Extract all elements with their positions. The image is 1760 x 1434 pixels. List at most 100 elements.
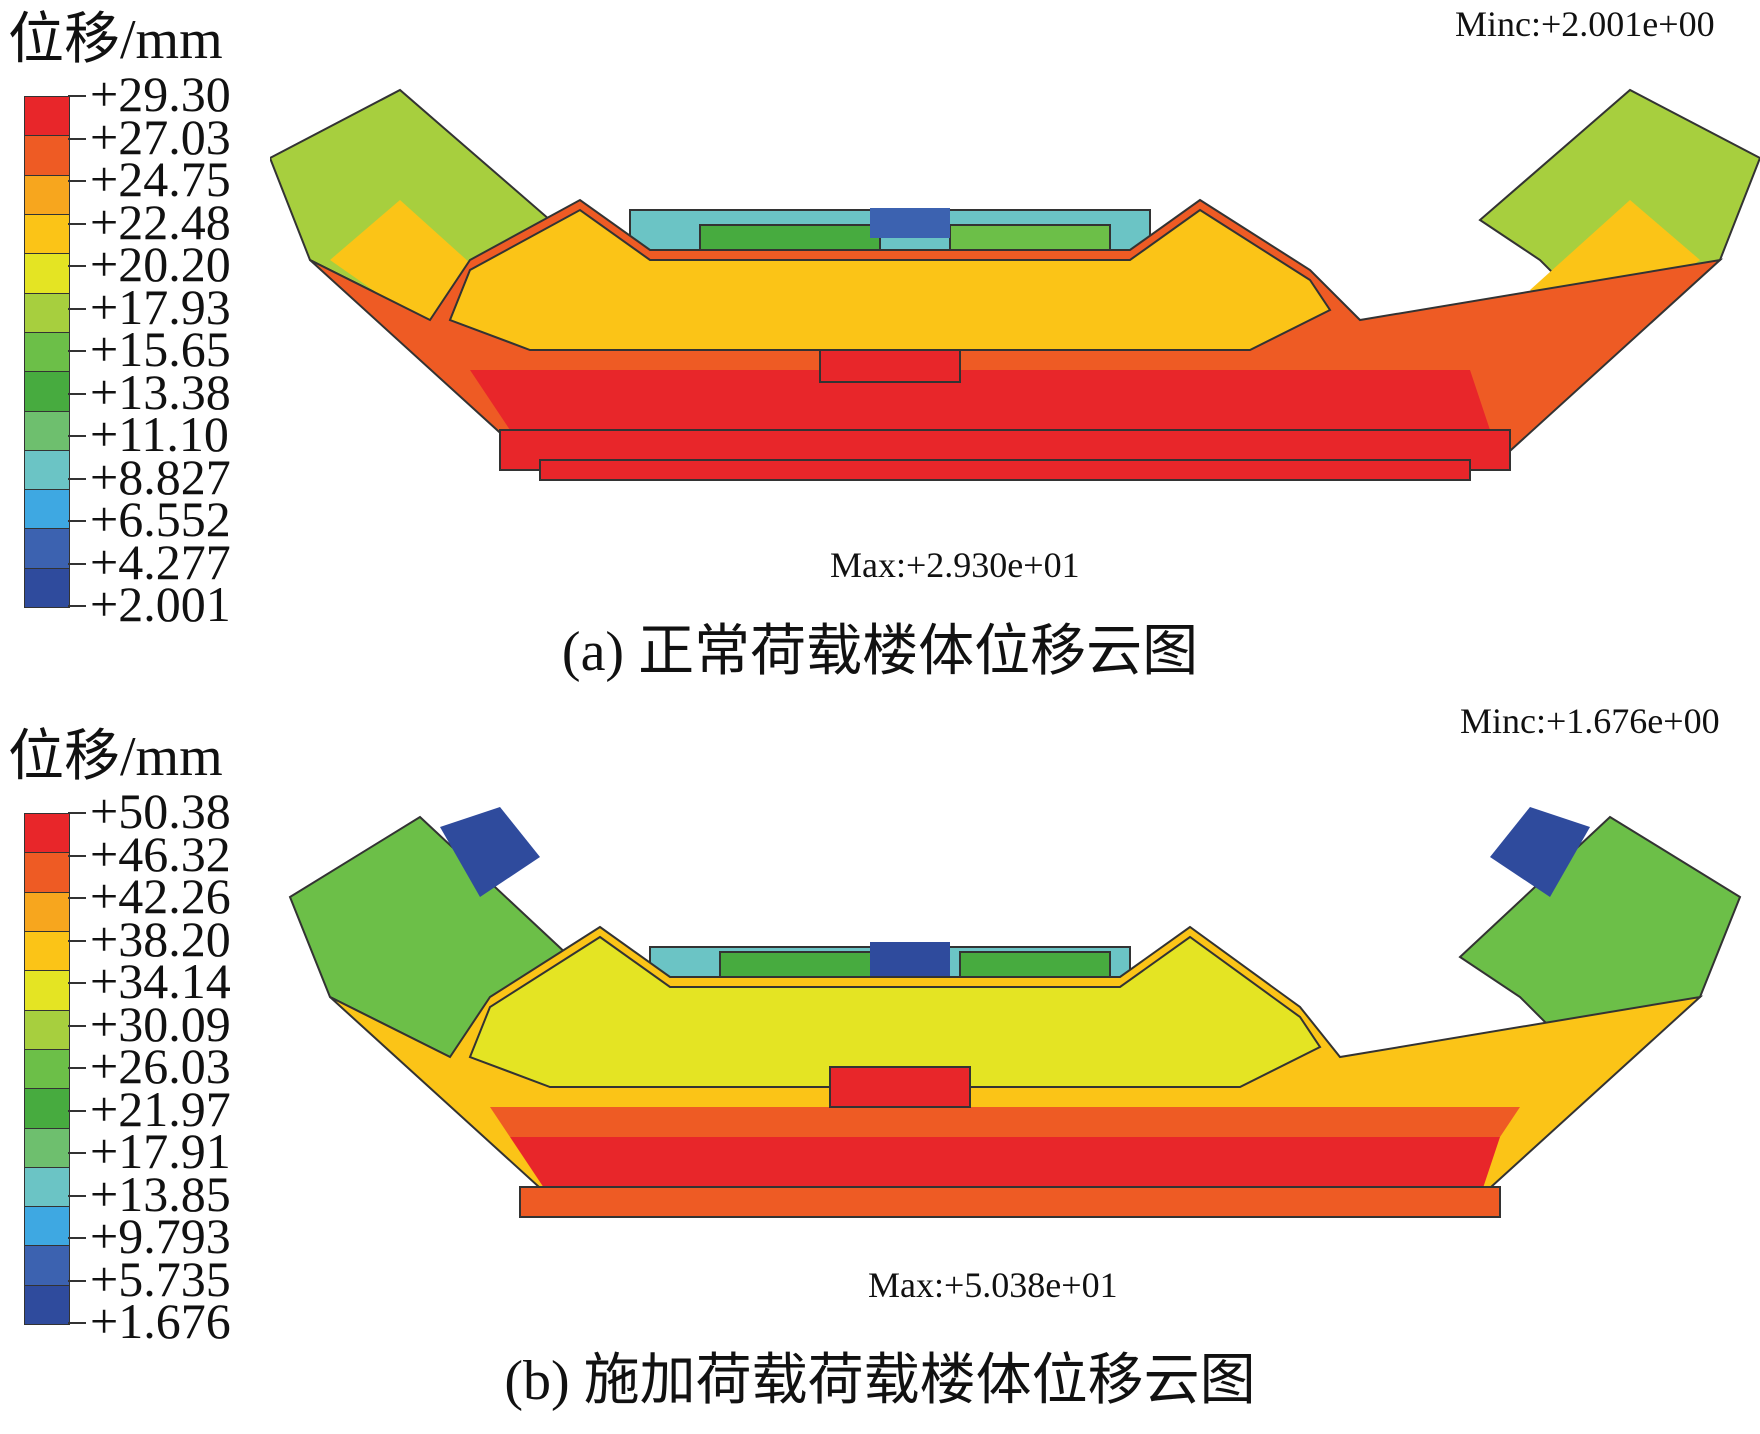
legend-value-label: +46.32 <box>90 825 231 882</box>
legend-tick <box>68 1109 86 1112</box>
legend-swatch <box>25 1128 69 1168</box>
legend-value-label: +29.30 <box>90 66 231 122</box>
legend-tick <box>68 222 86 225</box>
legend-swatch <box>25 136 69 176</box>
legend-swatch <box>25 892 69 932</box>
legend-value-label: +50.38 <box>90 783 231 839</box>
legend-value-label: +38.20 <box>90 910 231 967</box>
legend-tick <box>68 1194 86 1197</box>
legend-tick <box>68 854 86 857</box>
color-legend: +50.38 +46.32 +42.26 +38.20 +34.14 +30.09 +26.… <box>20 786 260 1346</box>
legend-value-label: +17.93 <box>90 278 231 335</box>
legend-tick <box>68 307 86 310</box>
legend-value-label: +30.09 <box>90 995 231 1052</box>
figure-caption: (b) 施加荷载荷载楼体位移云图 <box>504 1350 1256 1412</box>
legend-tick <box>68 520 86 522</box>
legend-tick <box>68 477 86 480</box>
body-band <box>468 935 1322 1088</box>
legend-swatch <box>25 450 69 491</box>
right-wing-accent <box>1490 807 1590 897</box>
body-band <box>448 208 1332 351</box>
legend-value-label: +42.26 <box>90 868 231 924</box>
legend-swatch <box>25 214 69 255</box>
legend-swatch <box>25 254 69 294</box>
legend-swatch <box>25 1246 69 1286</box>
legend-value-label: +24.75 <box>90 151 231 207</box>
legend-swatch <box>25 853 69 893</box>
legend-tick <box>68 562 86 565</box>
legend-value-label: +11.10 <box>90 406 229 462</box>
legend-value-label: +15.65 <box>90 321 231 377</box>
legend-swatch <box>25 1089 69 1129</box>
legend-tick <box>68 812 86 814</box>
legend-tick <box>68 435 86 437</box>
legend-value-label: +13.38 <box>90 363 231 420</box>
legend-swatch <box>25 814 69 854</box>
legend-swatch <box>25 1285 69 1325</box>
legend-unit-title: 位移/mm <box>8 726 223 788</box>
legend-value-label: +13.85 <box>90 1165 231 1222</box>
legend-tick <box>68 137 86 140</box>
legend-tick <box>68 265 86 267</box>
legend-swatch <box>25 97 69 137</box>
base-layer <box>519 1186 1501 1218</box>
legend-color-bar <box>24 813 70 1325</box>
displacement-contour-model <box>288 807 1742 1218</box>
legend-tick <box>68 95 86 97</box>
legend-swatch <box>25 1207 69 1247</box>
legend-tick <box>68 939 86 942</box>
legend-value-label: +21.97 <box>90 1080 231 1137</box>
legend-swatch <box>25 332 69 373</box>
top-block <box>870 208 950 238</box>
legend-swatch <box>25 293 69 333</box>
legend-value-label: +17.91 <box>90 1123 231 1179</box>
legend-value-label: +22.48 <box>90 193 231 250</box>
min-value-label: Minc:+2.001e+00 <box>1455 4 1715 44</box>
legend-swatch <box>25 411 69 451</box>
legend-tick <box>68 897 86 899</box>
legend-value-label: +1.676 <box>90 1293 231 1349</box>
legend-tick <box>68 180 86 182</box>
legend-swatch <box>25 1049 69 1090</box>
center-block <box>829 1066 971 1108</box>
legend-value-label: +34.14 <box>90 953 231 1009</box>
panel-a: 位移/mm +29.30 +27.03 +24.75 +22.48 +20.20 +17.… <box>8 4 1760 683</box>
legend-value-label: +6.552 <box>90 491 231 547</box>
base-layer <box>539 459 1471 481</box>
legend-tick <box>68 1322 86 1324</box>
legend-tick <box>68 392 86 395</box>
legend-tick <box>68 1152 86 1154</box>
legend-value-label: +27.03 <box>90 108 231 165</box>
top-block <box>870 942 950 982</box>
legend-swatch <box>25 529 69 569</box>
displacement-contour-model <box>270 88 1760 481</box>
legend-swatch <box>25 490 69 530</box>
max-value-label: Max:+5.038e+01 <box>868 1265 1118 1305</box>
legend-swatch <box>25 931 69 972</box>
legend-value-label: +2.001 <box>90 576 231 632</box>
color-legend: +29.30 +27.03 +24.75 +22.48 +20.20 +17.93 +15.… <box>20 69 260 629</box>
legend-value-label: +9.793 <box>90 1208 231 1264</box>
figure-caption: (a) 正常荷载楼体位移云图 <box>561 621 1199 683</box>
legend-swatch <box>25 1167 69 1208</box>
min-value-label: Minc:+1.676e+00 <box>1460 701 1720 741</box>
left-wing-accent <box>440 807 540 897</box>
legend-tick <box>68 350 86 352</box>
legend-value-label: +5.735 <box>90 1250 231 1307</box>
legend-value-label: +26.03 <box>90 1038 231 1094</box>
legend-tick <box>68 1237 86 1239</box>
body-band <box>490 1107 1520 1137</box>
legend-tick <box>68 1067 86 1069</box>
legend-value-label: +20.20 <box>90 236 231 292</box>
legend-swatch <box>25 175 69 215</box>
legend-tick <box>68 1279 86 1282</box>
legend-color-bar <box>24 96 70 608</box>
max-value-label: Max:+2.930e+01 <box>830 545 1080 585</box>
body-band <box>510 1137 1500 1197</box>
legend-tick <box>68 982 86 984</box>
legend-value-label: +4.277 <box>90 533 231 590</box>
panel-b: 位移/mm +50.38 +46.32 +42.26 +38.20 +34.14 +30.… <box>0 701 1760 1434</box>
legend-swatch <box>25 372 69 412</box>
legend-swatch <box>25 1010 69 1050</box>
legend-unit-title: 位移/mm <box>8 9 223 71</box>
